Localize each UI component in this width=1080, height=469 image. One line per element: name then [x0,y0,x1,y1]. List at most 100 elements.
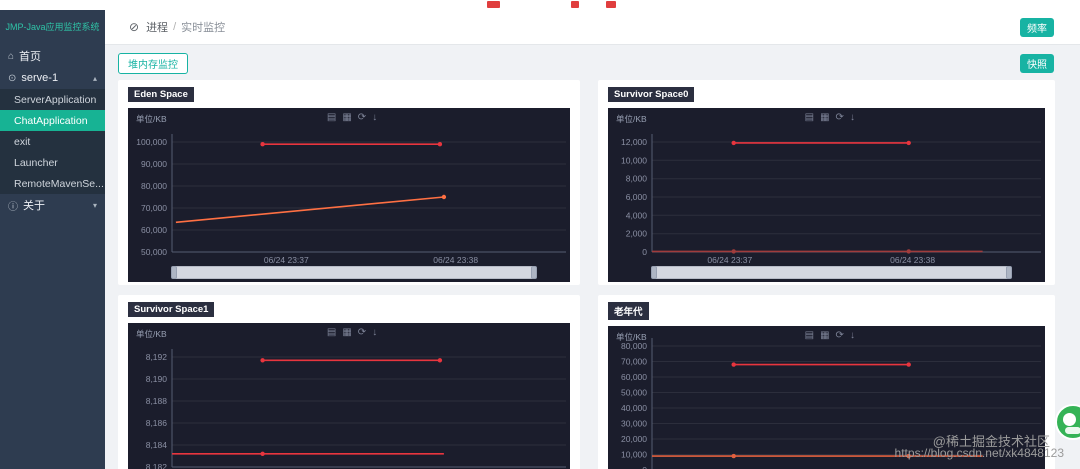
watermark-csdn-url: https://blog.csdn.net/xk4848123 [894,446,1064,460]
charts-grid: Eden Space 单位/KB ▤ ▦ ⟳ ↓ 100,000 90,000 80,00… [118,80,1055,469]
browser-edge-strip [0,0,1080,10]
datazoom-right-handle[interactable] [1006,266,1012,279]
red-artifact [606,1,616,8]
save-image-icon[interactable]: ↓ [849,112,855,123]
frequency-button[interactable]: 频率 [1020,17,1054,37]
unit-label: 单位/KB [616,114,647,124]
breadcrumb: ⊘ 进程 / 实时监控 [129,19,225,35]
svg-text:70,000: 70,000 [141,203,167,213]
collapse-menu-icon[interactable]: ⊘ [129,20,140,34]
sidebar-subitem-exit[interactable]: exit [14,135,31,148]
save-image-icon[interactable]: ↓ [372,112,378,123]
restore-icon[interactable]: ⟳ [357,112,367,123]
svg-text:30,000: 30,000 [621,419,647,429]
app-window: JMP-Java应用监控系统 ⌂ 首页 ⊙ serve-1 ▴ ServerAp… [0,10,1080,469]
switch-line-chart-icon[interactable]: ▤ [326,112,337,123]
sidebar: JMP-Java应用监控系统 ⌂ 首页 ⊙ serve-1 ▴ ServerAp… [0,10,105,469]
switch-line-chart-icon[interactable]: ▤ [326,327,337,338]
svg-text:50,000: 50,000 [621,388,647,398]
svg-text:4,000: 4,000 [626,210,648,220]
unit-label: 单位/KB [616,332,647,342]
menu-label: 关于 [23,200,45,212]
svg-text:0: 0 [642,465,647,469]
line-chart: 12,000 10,000 8,000 6,000 4,000 2,000 0 06/24 2… [621,134,1041,265]
chart-card-survivor-space0: Survivor Space0 单位/KB ▤ ▦ ⟳ ↓ 12,000 10,000 8… [598,80,1055,285]
sidebar-subitem-chatapplication[interactable]: ChatApplication [0,110,105,131]
save-image-icon[interactable]: ↓ [372,327,378,338]
chart-survivor-space1: 单位/KB ▤ ▦ ⟳ ↓ 8,192 8,190 8,188 8,186 8,184 8,18… [128,323,570,469]
svg-text:06/24 23:38: 06/24 23:38 [433,255,478,265]
chart-card-old-generation: 老年代 单位/KB ▤ ▦ ⟳ ↓ 80,000 70,000 60,000 50,000 4… [598,295,1055,469]
chart-toolbox: ▤ ▦ ⟳ ↓ [805,111,855,125]
sidebar-subitem-serverapplication[interactable]: ServerApplication [14,93,97,106]
line-chart: 100,000 90,000 80,000 70,000 60,000 50,000 06/… [136,134,566,265]
switch-line-chart-icon[interactable]: ▤ [804,330,815,341]
chart-title-badge: Survivor Space1 [128,302,215,317]
svg-text:8,000: 8,000 [626,174,648,184]
svg-text:10,000: 10,000 [621,155,647,165]
switch-line-chart-icon[interactable]: ▤ [804,112,815,123]
chart-card-eden-space: Eden Space 单位/KB ▤ ▦ ⟳ ↓ 100,000 90,000 80,00… [118,80,580,285]
svg-text:70,000: 70,000 [621,357,647,367]
chart-title-badge: Survivor Space0 [608,87,695,102]
menu-label: 首页 [19,51,42,63]
svg-text:8,186: 8,186 [146,418,168,428]
server-icon: ⊙ [8,72,17,84]
svg-text:06/24 23:38: 06/24 23:38 [890,255,935,265]
red-artifact [487,1,500,8]
svg-text:50,000: 50,000 [141,247,167,257]
svg-text:0: 0 [642,247,647,257]
sidebar-item-home[interactable]: ⌂ 首页 [0,45,105,67]
sidebar-subitem-launcher[interactable]: Launcher [14,156,58,169]
chart-survivor-space0: 单位/KB ▤ ▦ ⟳ ↓ 12,000 10,000 8,000 6,000 4,000 2,… [608,108,1045,282]
sidebar-item-about[interactable]: ⓘ 关于 ▾ [0,194,105,216]
watermark-juejin: @稀土掘金技术社区 [932,434,1050,449]
unit-label: 单位/KB [136,114,167,124]
sidebar-submenu: ServerApplication ChatApplication exit Laun… [0,89,105,194]
switch-bar-chart-icon[interactable]: ▦ [820,330,830,341]
datazoom-slider[interactable] [651,266,1012,279]
unit-label: 单位/KB [136,329,167,339]
mascot-icon [1065,427,1080,434]
svg-text:60,000: 60,000 [621,372,647,382]
svg-text:6,000: 6,000 [626,192,648,202]
switch-bar-chart-icon[interactable]: ▦ [342,112,352,123]
svg-text:06/24 23:37: 06/24 23:37 [707,255,752,265]
save-image-icon[interactable]: ↓ [849,330,855,341]
svg-text:2,000: 2,000 [626,229,648,239]
home-icon: ⌂ [8,50,15,62]
svg-text:40,000: 40,000 [621,403,647,413]
datazoom-right-handle[interactable] [531,266,537,279]
svg-text:8,192: 8,192 [146,352,168,362]
floating-widget-button[interactable] [1055,404,1080,440]
restore-icon[interactable]: ⟳ [357,327,367,338]
datazoom-left-handle[interactable] [171,266,177,279]
svg-text:80,000: 80,000 [141,181,167,191]
switch-bar-chart-icon[interactable]: ▦ [820,112,830,123]
svg-text:10,000: 10,000 [621,450,647,460]
breadcrumb-item-process[interactable]: 进程 [146,22,169,34]
snapshot-button[interactable]: 快照 [1020,53,1054,73]
restore-icon[interactable]: ⟳ [835,112,844,123]
sidebar-subitem-remotemavense-[interactable]: RemoteMavenSe... [14,177,104,190]
datazoom-slider[interactable] [171,266,537,279]
svg-text:8,190: 8,190 [146,374,168,384]
heap-memory-monitor-button[interactable]: 堆内存监控 [118,52,188,74]
chart-toolbox: ▤ ▦ ⟳ ↓ [327,326,377,340]
chart-title-badge: 老年代 [608,302,649,320]
chart-card-survivor-space1: Survivor Space1 单位/KB ▤ ▦ ⟳ ↓ 8,192 8,190 8,1… [118,295,580,469]
line-chart: 80,000 70,000 60,000 50,000 40,000 30,000 20,0… [621,338,1041,469]
restore-icon[interactable]: ⟳ [835,330,844,341]
svg-text:100,000: 100,000 [136,137,167,147]
chart-toolbox: ▤ ▦ ⟳ ↓ [327,111,377,125]
breadcrumb-item-realtime: 实时监控 [181,22,226,34]
info-icon: ⓘ [8,201,18,213]
switch-bar-chart-icon[interactable]: ▦ [342,327,352,338]
datazoom-left-handle[interactable] [651,266,657,279]
sidebar-item-serve-1[interactable]: ⊙ serve-1 ▴ [0,67,105,89]
svg-text:20,000: 20,000 [621,434,647,444]
red-artifact [571,1,579,8]
svg-text:8,184: 8,184 [146,440,168,450]
chart-old-generation: 单位/KB ▤ ▦ ⟳ ↓ 80,000 70,000 60,000 50,000 40,00… [608,326,1045,469]
